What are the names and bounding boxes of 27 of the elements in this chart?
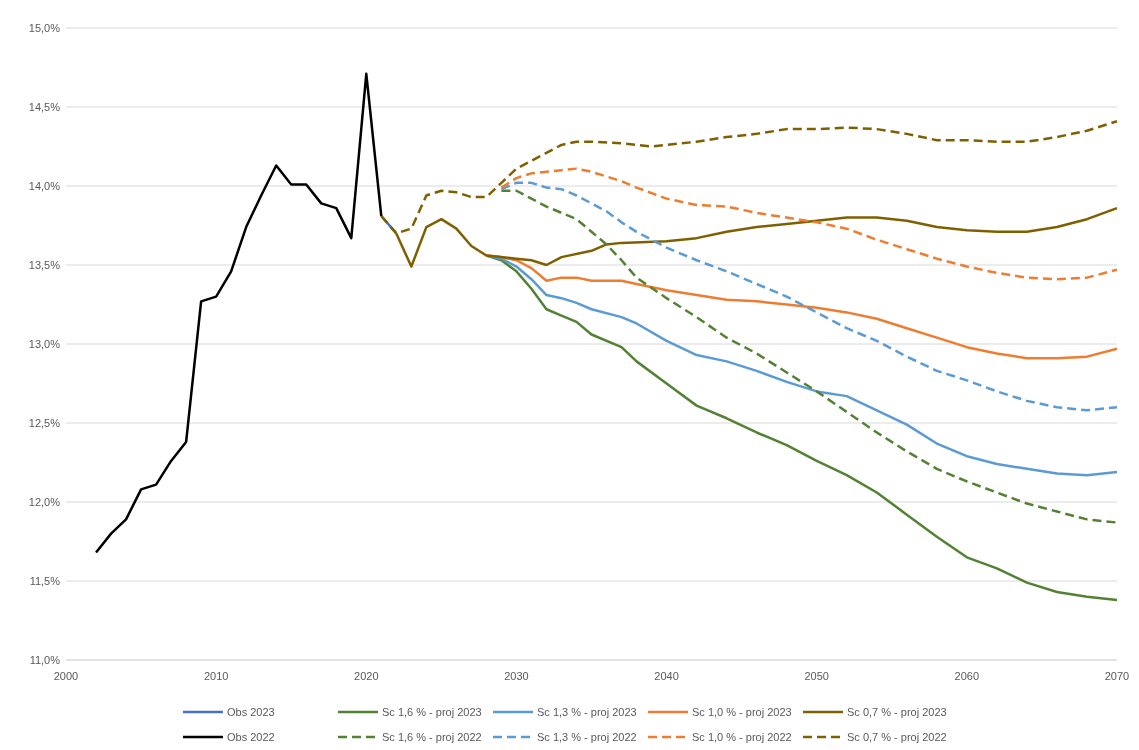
legend-label: Sc 1,3 % - proj 2022 (537, 730, 637, 743)
x-tick-label: 2030 (504, 670, 529, 682)
legend-label: Sc 1,6 % - proj 2023 (382, 705, 482, 718)
y-tick-label: 12,5% (28, 416, 61, 429)
x-tick-label: 2060 (954, 670, 980, 682)
legend-label: Obs 2022 (227, 730, 275, 743)
legend-label: Obs 2023 (227, 705, 275, 718)
x-tick-label: 2000 (53, 670, 79, 682)
legend-label: Sc 1,6 % - proj 2022 (382, 730, 482, 743)
y-tick-label: 12,0% (28, 495, 61, 508)
y-tick-label: 14,0% (28, 179, 61, 192)
legend-label: Sc 0,7 % - proj 2022 (847, 730, 947, 743)
x-tick-label: 2070 (1104, 670, 1130, 682)
y-tick-label: 11,0% (29, 653, 61, 666)
legend-label: Sc 1,0 % - proj 2022 (692, 730, 792, 743)
x-tick-label: 2040 (654, 670, 679, 682)
legend-label: Sc 1,0 % - proj 2023 (692, 705, 792, 718)
legend-label: Sc 1,3 % - proj 2023 (537, 705, 637, 718)
x-tick-label: 2050 (804, 670, 829, 682)
y-tick-label: 13,5% (28, 258, 61, 271)
legend-label: Sc 0,7 % - proj 2023 (847, 705, 947, 718)
x-tick-label: 2010 (203, 670, 229, 682)
y-tick-label: 11,5% (29, 574, 61, 587)
y-tick-label: 14,5% (28, 100, 61, 113)
x-tick-label: 2020 (354, 670, 379, 682)
y-tick-label: 15,0% (28, 21, 61, 34)
y-tick-label: 13,0% (28, 337, 61, 350)
